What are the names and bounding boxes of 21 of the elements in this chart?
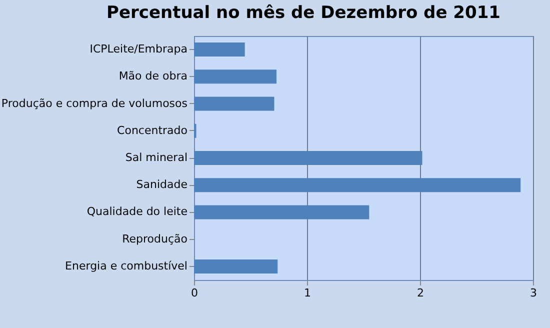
- bar: [194, 70, 276, 84]
- bar: [194, 205, 370, 220]
- y-tick-label: Mão de obra: [118, 70, 188, 83]
- y-tick-label: Qualidade do leite: [86, 205, 188, 218]
- y-tick-label: Concentrado: [117, 124, 188, 137]
- y-tick-label: Sal mineral: [125, 151, 188, 164]
- chart-title: Percentual no mês de Dezembro de 2011: [106, 3, 500, 23]
- bar: [194, 42, 245, 57]
- x-tick-label: 0: [191, 286, 198, 300]
- bar: [194, 151, 422, 165]
- x-tick-label: 3: [530, 286, 537, 300]
- x-tick-label: 2: [417, 286, 424, 300]
- bar: [194, 178, 521, 192]
- x-tick-label: 1: [304, 286, 311, 300]
- y-tick-label: Reprodução: [122, 232, 188, 246]
- y-tick-label: Produção e compra de volumosos: [1, 96, 188, 110]
- y-tick-label: ICPLeite/Embrapa: [90, 42, 188, 56]
- bar: [194, 259, 278, 274]
- bar: [194, 96, 274, 111]
- y-tick-label: Sanidade: [136, 178, 188, 192]
- y-tick-label: Energia e combustível: [65, 259, 188, 272]
